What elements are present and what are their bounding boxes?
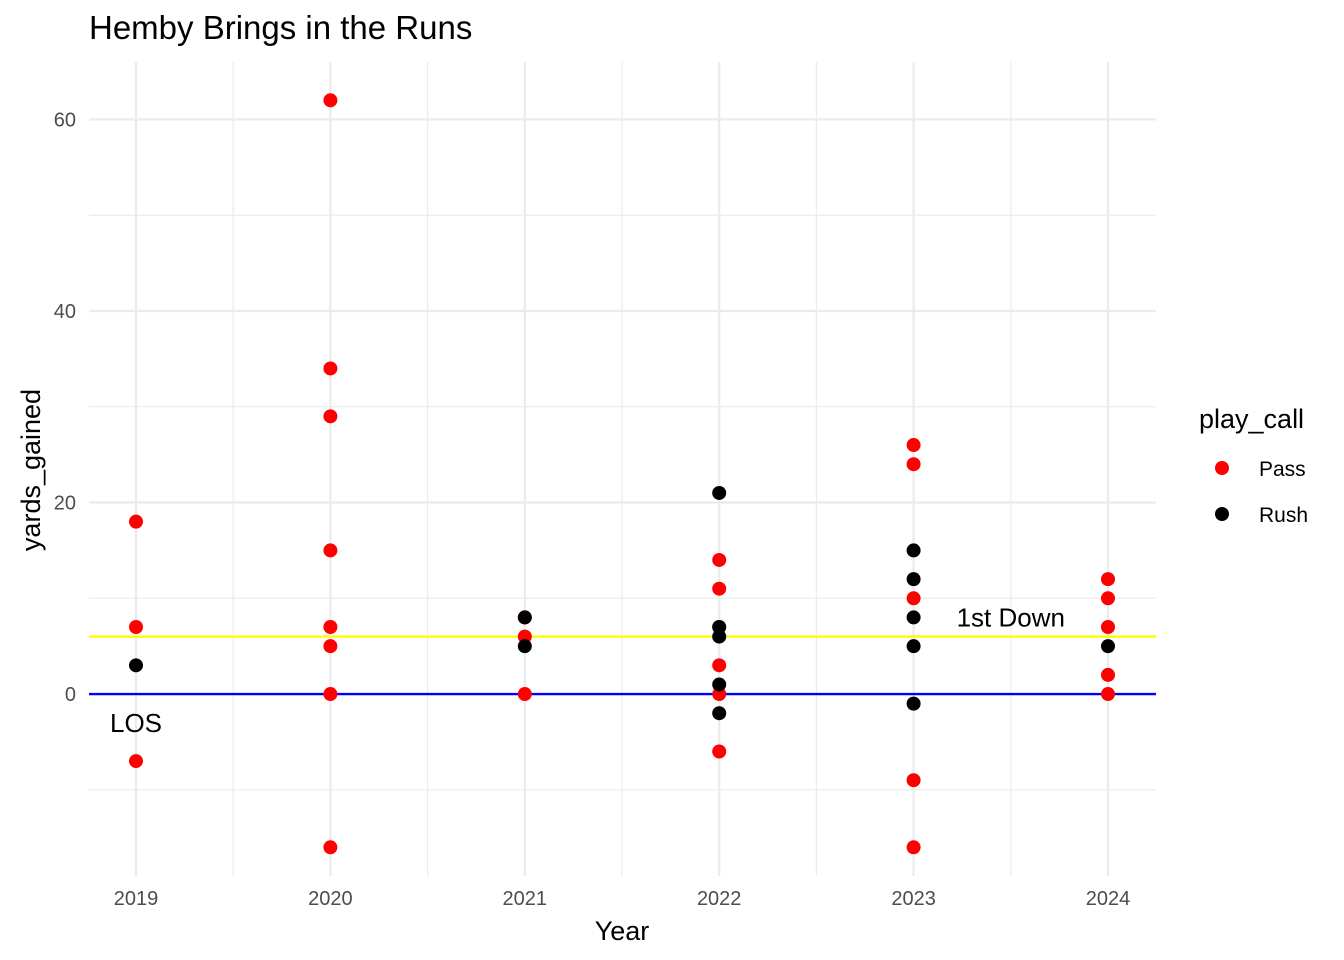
chart-title: Hemby Brings in the Runs [89, 9, 472, 46]
y-axis-ticks: 0 20 40 60 [54, 109, 76, 706]
point-pass [323, 361, 338, 376]
point-pass [1101, 667, 1115, 682]
point-pass [517, 629, 532, 644]
point-pass [712, 658, 727, 673]
point-pass [323, 409, 338, 424]
annotations: LOS 1st Down [110, 602, 1065, 737]
data-points [129, 93, 1115, 855]
point-pass [323, 93, 338, 108]
point-rush [1101, 639, 1115, 654]
y-tick-label: 40 [54, 301, 76, 323]
point-pass [906, 457, 921, 472]
x-tick-label: 2022 [697, 888, 742, 910]
point-rush [712, 485, 727, 500]
point-rush [712, 629, 727, 644]
point-pass [323, 687, 338, 702]
legend-key-pass [1215, 461, 1229, 475]
point-pass [1101, 591, 1115, 606]
point-rush [129, 658, 143, 673]
y-axis-title: yards_gained [16, 389, 46, 551]
annotation-label: 1st Down [957, 602, 1065, 632]
point-rush [712, 677, 727, 692]
point-pass [129, 620, 143, 635]
point-pass [906, 591, 921, 606]
point-pass [323, 620, 338, 635]
grid [89, 62, 1156, 876]
y-tick-label: 60 [54, 109, 76, 131]
point-pass [129, 754, 143, 769]
reference-lines [89, 635, 1156, 696]
point-pass [906, 438, 921, 453]
legend-label-pass: Pass [1259, 458, 1306, 481]
point-rush [517, 610, 532, 625]
point-pass [712, 687, 727, 702]
point-pass [906, 773, 921, 788]
point-rush [517, 639, 532, 654]
point-pass [323, 639, 338, 654]
point-pass [1101, 572, 1115, 587]
legend: play_call Pass Rush [1199, 404, 1308, 527]
legend-label-rush: Rush [1259, 504, 1308, 527]
point-rush [906, 572, 921, 587]
x-tick-label: 2021 [503, 888, 548, 910]
x-axis-title: Year [595, 916, 650, 946]
point-rush [906, 639, 921, 654]
x-tick-label: 2023 [891, 888, 936, 910]
point-pass [906, 840, 921, 855]
annotation-label: LOS [110, 708, 162, 738]
x-axis-ticks: 2019 2020 2021 2022 2023 2024 [114, 888, 1131, 910]
x-tick-label: 2024 [1086, 888, 1131, 910]
legend-title: play_call [1199, 404, 1304, 434]
y-tick-label: 0 [65, 684, 76, 706]
y-tick-label: 20 [54, 493, 76, 515]
point-pass [712, 744, 727, 759]
point-pass [323, 840, 338, 855]
point-pass [712, 552, 727, 567]
point-pass [712, 581, 727, 596]
point-pass [323, 543, 338, 558]
point-rush [906, 610, 921, 625]
point-rush [712, 620, 727, 635]
point-rush [906, 543, 921, 558]
point-pass [517, 687, 532, 702]
point-pass [1101, 620, 1115, 635]
x-tick-label: 2019 [114, 888, 159, 910]
point-rush [712, 706, 727, 721]
point-rush [906, 696, 921, 711]
point-pass [1101, 687, 1115, 702]
legend-key-rush [1215, 507, 1229, 521]
x-tick-label: 2020 [308, 888, 353, 910]
point-pass [129, 514, 143, 529]
